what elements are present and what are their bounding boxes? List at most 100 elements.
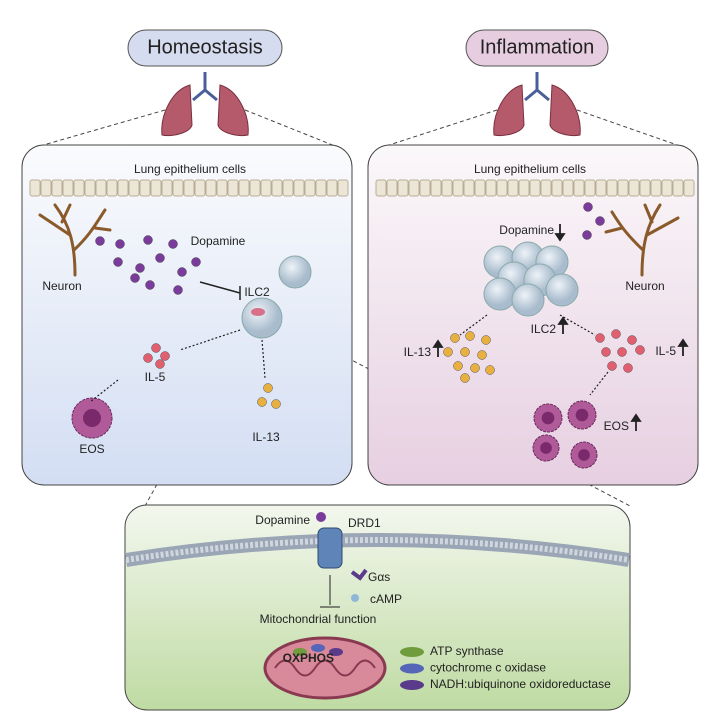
epithelial-cell xyxy=(238,179,250,197)
ilc2-cluster xyxy=(483,241,579,317)
epithelial-cell xyxy=(408,179,420,197)
complex xyxy=(293,648,307,656)
epithelial-cell xyxy=(529,179,541,197)
epithelial-cell xyxy=(161,179,173,197)
drd1-receptor xyxy=(317,527,343,569)
label: EOS xyxy=(604,419,629,433)
label: IL-13 xyxy=(404,345,432,359)
epithelial-cell xyxy=(183,179,195,197)
legend-swatch xyxy=(400,680,424,690)
epithelial-cell xyxy=(419,179,431,197)
particle xyxy=(595,333,605,343)
epithelial-cell xyxy=(194,179,206,197)
ilc2-cell xyxy=(278,255,312,289)
epithelial-cell xyxy=(639,179,651,197)
epithelial-cell xyxy=(51,179,63,197)
particle xyxy=(477,350,487,360)
eos-nucleus xyxy=(541,411,555,425)
label: DRD1 xyxy=(348,516,381,530)
ilc2-cell xyxy=(511,283,545,317)
mitochondrion xyxy=(263,636,387,700)
ilc2-cell xyxy=(241,297,283,339)
particle xyxy=(151,343,161,353)
particle xyxy=(460,373,470,383)
epithelial-cell xyxy=(205,179,217,197)
epithelial-cell xyxy=(584,179,596,197)
title-pill xyxy=(465,29,609,67)
particle xyxy=(155,359,165,369)
layout: ATP synthase cytochrome c oxidase NADH:ubi… xyxy=(21,29,699,711)
particle xyxy=(160,351,170,361)
epithelial-cell xyxy=(518,179,530,197)
epithelial-cell xyxy=(606,179,618,197)
epithelial-cell xyxy=(683,179,695,197)
particle xyxy=(611,329,621,339)
label: ILC2 xyxy=(244,285,270,299)
epithelial-cell xyxy=(485,179,497,197)
epithelial-cell xyxy=(150,179,162,197)
particle xyxy=(113,257,123,267)
particle xyxy=(582,230,592,240)
label: EOS xyxy=(79,442,104,456)
epithelial-cell xyxy=(397,179,409,197)
legend-swatch xyxy=(400,647,424,657)
lung-icon xyxy=(161,72,581,136)
epithelial-cell xyxy=(117,179,129,197)
panel-title: Homeostasis xyxy=(147,36,263,58)
epithelial-cell xyxy=(293,179,305,197)
epithelial-cell xyxy=(84,179,96,197)
epithelial-cell xyxy=(128,179,140,197)
epithelial-cell xyxy=(172,179,184,197)
particle xyxy=(623,363,633,373)
particle xyxy=(460,347,470,357)
label: cAMP xyxy=(370,592,402,606)
label: OXPHOS xyxy=(283,651,334,665)
particle xyxy=(257,397,267,407)
dopamine-dot xyxy=(316,512,326,522)
label: IL-5 xyxy=(655,344,676,358)
legend-label: cytochrome c oxidase xyxy=(430,661,546,675)
epithelial-cell xyxy=(40,179,52,197)
particle xyxy=(485,365,495,375)
particle xyxy=(177,267,187,277)
epithelium xyxy=(29,179,695,197)
eos-nucleus xyxy=(575,408,589,422)
particle xyxy=(95,236,105,246)
label: Lung epithelium cells xyxy=(134,162,246,176)
particle xyxy=(607,361,617,371)
particle xyxy=(115,239,125,249)
epithelial-cell xyxy=(386,179,398,197)
label: IL-5 xyxy=(145,370,166,384)
ilc2-cell xyxy=(545,273,579,307)
arrows xyxy=(89,314,609,403)
particle xyxy=(271,399,281,409)
particle xyxy=(595,216,605,226)
title-pill xyxy=(127,29,283,67)
particle xyxy=(453,361,463,371)
particle xyxy=(635,345,645,355)
epithelial-cell xyxy=(216,179,228,197)
label: ILC2 xyxy=(531,322,557,336)
epithelial-cell xyxy=(573,179,585,197)
label: Gαs xyxy=(368,570,390,584)
epithelial-cell xyxy=(315,179,327,197)
epithelial-cell xyxy=(562,179,574,197)
particles xyxy=(95,202,645,409)
epithelial-cell xyxy=(326,179,338,197)
label: Mitochondrial function xyxy=(260,612,377,626)
eos-nucleus xyxy=(578,449,590,461)
inhibit xyxy=(199,281,241,300)
epithelial-cell xyxy=(430,179,442,197)
particle xyxy=(450,333,460,343)
label: Lung epithelium cells xyxy=(474,162,586,176)
epithelial-cell xyxy=(540,179,552,197)
epithelial-cell xyxy=(260,179,272,197)
label: Neuron xyxy=(625,279,664,293)
neuron-icon xyxy=(38,203,680,277)
particle xyxy=(145,280,155,290)
epithelial-cell xyxy=(617,179,629,197)
label: IL-13 xyxy=(252,430,280,444)
epithelial-cell xyxy=(227,179,239,197)
particle xyxy=(627,335,637,345)
